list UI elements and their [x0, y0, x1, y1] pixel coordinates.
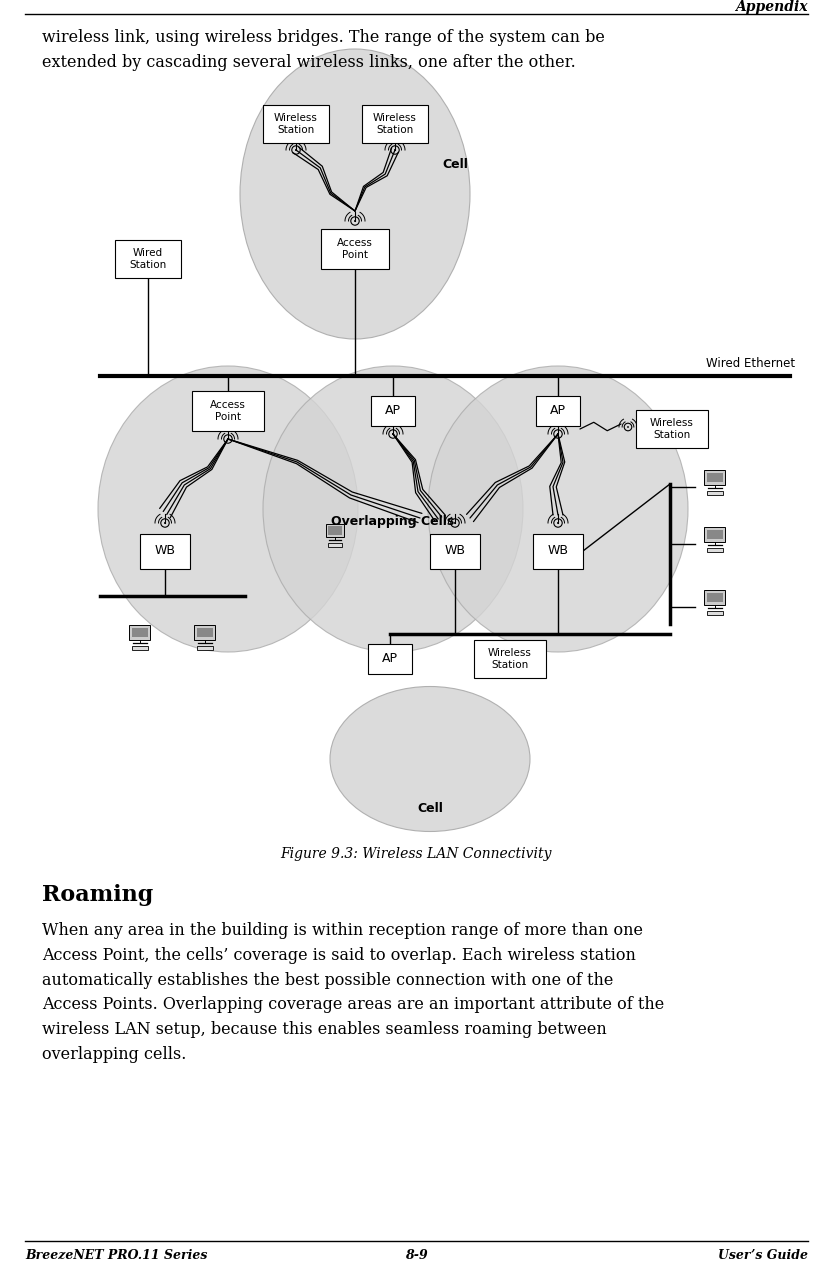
FancyBboxPatch shape: [321, 228, 389, 269]
Text: WB: WB: [154, 544, 176, 557]
FancyBboxPatch shape: [533, 533, 583, 569]
Text: WB: WB: [445, 544, 466, 557]
FancyBboxPatch shape: [129, 626, 151, 640]
FancyBboxPatch shape: [705, 590, 726, 604]
Circle shape: [295, 148, 297, 151]
Text: Wireless
Station: Wireless Station: [274, 113, 318, 135]
FancyBboxPatch shape: [706, 612, 723, 615]
Text: Appendix: Appendix: [736, 0, 808, 14]
Circle shape: [454, 522, 456, 524]
Circle shape: [227, 438, 229, 440]
FancyBboxPatch shape: [707, 530, 723, 539]
FancyBboxPatch shape: [326, 524, 344, 537]
Text: Cell: Cell: [417, 802, 443, 816]
Text: Cell: Cell: [442, 157, 468, 170]
FancyBboxPatch shape: [132, 646, 148, 651]
Text: User’s Guide: User’s Guide: [718, 1249, 808, 1261]
FancyBboxPatch shape: [140, 533, 190, 569]
FancyBboxPatch shape: [197, 628, 213, 637]
Circle shape: [627, 426, 629, 428]
FancyBboxPatch shape: [705, 471, 726, 485]
Text: Wireless
Station: Wireless Station: [373, 113, 417, 135]
Text: Wireless
Station: Wireless Station: [650, 419, 694, 440]
Text: Access
Point: Access Point: [337, 239, 373, 260]
Text: AP: AP: [382, 652, 398, 665]
FancyBboxPatch shape: [327, 543, 342, 547]
FancyBboxPatch shape: [328, 527, 342, 534]
FancyBboxPatch shape: [362, 105, 428, 143]
Text: BreezeNET PRO.11 Series: BreezeNET PRO.11 Series: [25, 1249, 207, 1261]
Text: AP: AP: [550, 405, 566, 418]
Ellipse shape: [428, 365, 688, 652]
Text: Wireless
Station: Wireless Station: [488, 648, 532, 670]
Text: Figure 9.3: Wireless LAN Connectivity: Figure 9.3: Wireless LAN Connectivity: [280, 846, 551, 860]
Circle shape: [557, 522, 559, 524]
Text: Wired
Station: Wired Station: [129, 249, 167, 270]
FancyBboxPatch shape: [707, 473, 723, 482]
Circle shape: [394, 148, 396, 151]
FancyBboxPatch shape: [192, 391, 264, 431]
FancyBboxPatch shape: [371, 396, 415, 426]
Ellipse shape: [330, 687, 530, 831]
FancyBboxPatch shape: [132, 628, 148, 637]
FancyBboxPatch shape: [705, 527, 726, 542]
Text: 8-9: 8-9: [405, 1249, 427, 1261]
FancyBboxPatch shape: [368, 643, 412, 674]
FancyBboxPatch shape: [706, 491, 723, 495]
FancyBboxPatch shape: [707, 593, 723, 603]
Circle shape: [392, 433, 394, 435]
Ellipse shape: [98, 365, 358, 652]
Text: Overlapping Cells: Overlapping Cells: [332, 514, 455, 528]
FancyBboxPatch shape: [263, 105, 329, 143]
Ellipse shape: [263, 365, 523, 652]
FancyBboxPatch shape: [194, 626, 216, 640]
FancyBboxPatch shape: [115, 240, 181, 278]
FancyBboxPatch shape: [706, 548, 723, 552]
Text: Roaming: Roaming: [42, 884, 153, 906]
Circle shape: [557, 433, 559, 435]
Text: When any area in the building is within reception range of more than one
Access : When any area in the building is within …: [42, 923, 664, 1063]
FancyBboxPatch shape: [430, 533, 480, 569]
Text: wireless link, using wireless bridges. The range of the system can be
extended b: wireless link, using wireless bridges. T…: [42, 29, 605, 71]
Text: Wired Ethernet: Wired Ethernet: [706, 357, 795, 371]
Circle shape: [354, 220, 356, 222]
FancyBboxPatch shape: [536, 396, 580, 426]
Text: WB: WB: [547, 544, 568, 557]
Ellipse shape: [240, 49, 470, 339]
Text: Access
Point: Access Point: [210, 400, 246, 421]
FancyBboxPatch shape: [197, 646, 213, 651]
FancyBboxPatch shape: [636, 410, 708, 448]
Circle shape: [164, 522, 166, 524]
FancyBboxPatch shape: [474, 640, 546, 678]
Text: AP: AP: [385, 405, 401, 418]
